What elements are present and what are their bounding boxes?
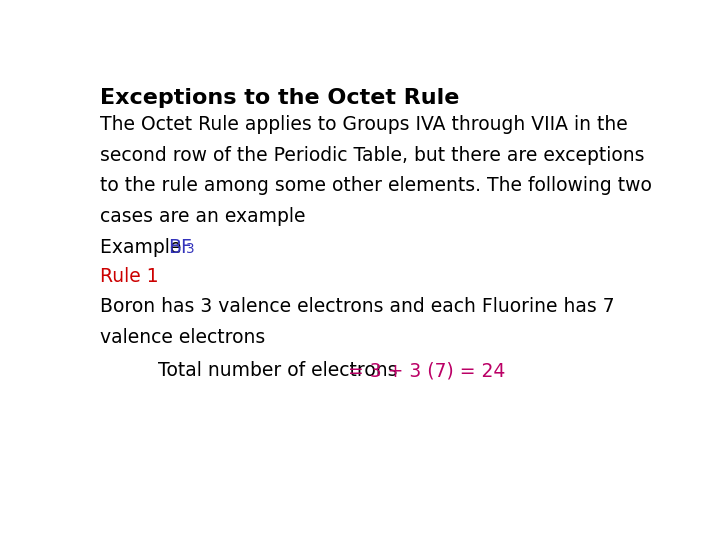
Text: 3: 3	[186, 242, 195, 256]
Text: Exceptions to the Octet Rule: Exceptions to the Octet Rule	[100, 88, 459, 108]
Text: valence electrons: valence electrons	[100, 328, 266, 347]
Text: = 3 + 3 (7) = 24: = 3 + 3 (7) = 24	[348, 361, 506, 380]
Text: Boron has 3 valence electrons and each Fluorine has 7: Boron has 3 valence electrons and each F…	[100, 298, 615, 316]
Text: Example: Example	[100, 238, 187, 257]
Text: Total number of electrons: Total number of electrons	[158, 361, 404, 380]
Text: BF: BF	[168, 238, 192, 257]
Text: cases are an example: cases are an example	[100, 207, 305, 226]
Text: to the rule among some other elements. The following two: to the rule among some other elements. T…	[100, 177, 652, 195]
Text: second row of the Periodic Table, but there are exceptions: second row of the Periodic Table, but th…	[100, 146, 644, 165]
Text: The Octet Rule applies to Groups IVA through VIIA in the: The Octet Rule applies to Groups IVA thr…	[100, 115, 628, 134]
Text: Rule 1: Rule 1	[100, 267, 158, 286]
